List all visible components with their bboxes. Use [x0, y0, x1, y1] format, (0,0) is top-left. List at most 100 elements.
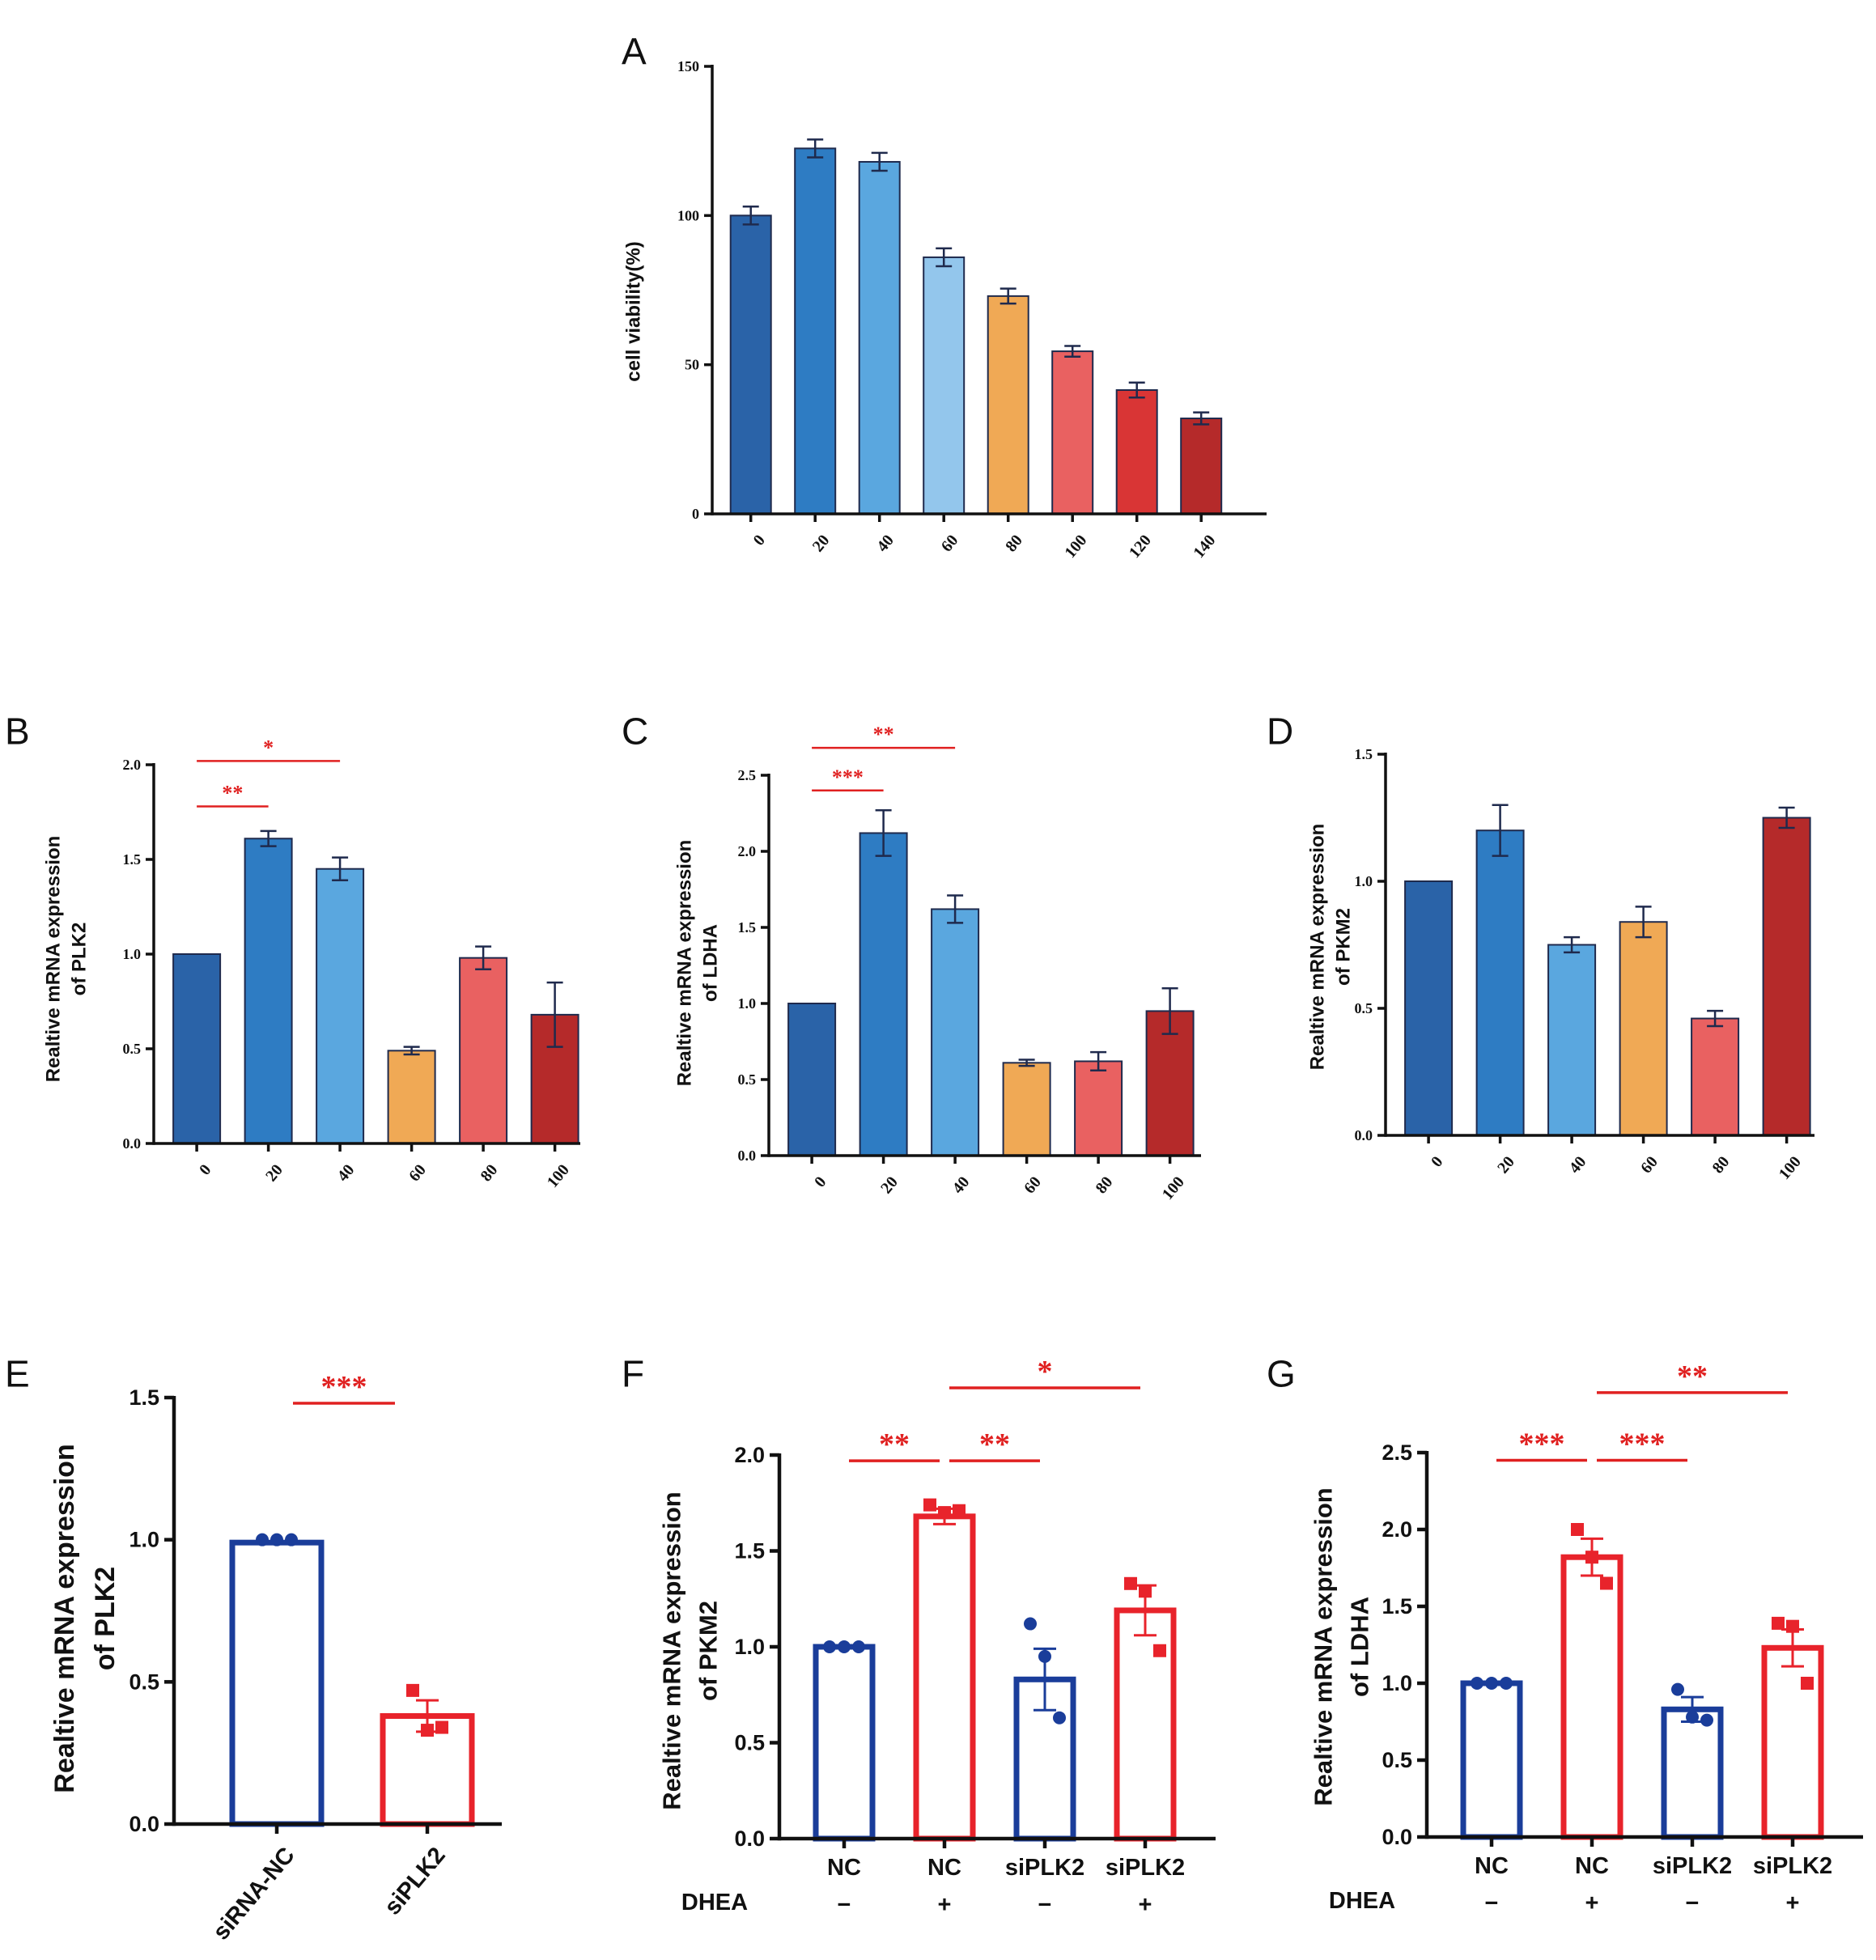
x-tick-label: 60	[405, 1161, 430, 1185]
panel-label: D	[1267, 711, 1293, 753]
significance-label: **	[979, 1428, 1010, 1462]
dhea-sign: +	[1139, 1892, 1152, 1918]
y-tick-label: 1.5	[738, 919, 757, 935]
data-point	[270, 1533, 283, 1546]
bar	[1761, 1644, 1824, 1840]
bar	[1619, 921, 1668, 1136]
dhea-sign: −	[1686, 1890, 1700, 1916]
y-tick-label: 0	[692, 506, 699, 522]
x-tick-label: 20	[1494, 1153, 1518, 1177]
significance-label: *	[1038, 1355, 1053, 1389]
data-point	[1801, 1677, 1814, 1690]
dhea-sign: −	[1485, 1890, 1499, 1916]
dhea-sign: +	[1585, 1890, 1599, 1916]
dhea-sign: +	[938, 1892, 952, 1918]
x-tick-label: 40	[949, 1173, 974, 1197]
panel-label: E	[5, 1353, 30, 1395]
x-tick-label: 80	[1002, 532, 1026, 555]
significance-label: ***	[1519, 1428, 1565, 1462]
x-tick-label: 80	[477, 1161, 502, 1185]
panel-label: A	[622, 31, 647, 73]
dhea-sign: +	[1786, 1890, 1800, 1916]
bar	[459, 957, 508, 1145]
bar	[1460, 1680, 1523, 1840]
bar	[1051, 350, 1094, 515]
y-tick-label: 0.5	[738, 1071, 757, 1088]
y-tick-label: 0.5	[1355, 1000, 1373, 1016]
x-tick-label: 20	[809, 532, 834, 555]
x-tick-label: 0	[750, 532, 769, 549]
bar	[729, 214, 772, 515]
bar	[923, 256, 966, 515]
y-tick-label: 1.0	[734, 1635, 765, 1659]
bar	[1661, 1706, 1724, 1840]
x-tick-label: 40	[1566, 1153, 1590, 1177]
y-tick-label: 0.0	[738, 1148, 757, 1164]
y-axis-label: Realtive mRNA expression	[49, 1444, 80, 1792]
x-tick-label: 0	[811, 1173, 830, 1191]
y-tick-label: 100	[677, 207, 699, 223]
panel-g: G 0.0 0.5 1.0 1.5 2.0 2.5 NC NC siPLK2 siPLK2 DHEA −…	[1267, 1353, 1863, 1916]
bar	[1404, 880, 1454, 1136]
panel-label: F	[622, 1353, 644, 1395]
x-tick-label: siPLK2	[1653, 1853, 1732, 1879]
significance-label: *	[263, 736, 274, 759]
data-point	[1471, 1677, 1483, 1690]
y-tick-label: 0.5	[734, 1731, 765, 1755]
x-tick-label: 40	[873, 532, 898, 555]
y-tick-label: 1.0	[738, 995, 757, 1012]
x-tick-label: 40	[334, 1161, 359, 1185]
data-point	[1571, 1523, 1584, 1536]
data-point	[1124, 1576, 1137, 1590]
panel-e: E 0.0 0.5 1.0 1.5 siRNA-NC siPLK2 Realtive mRNA…	[5, 1353, 502, 1945]
x-tick-label: NC	[1575, 1853, 1609, 1879]
panel-label: C	[622, 711, 648, 753]
y-tick-label: 2.0	[738, 843, 757, 859]
x-tick-label: 60	[1021, 1173, 1045, 1197]
x-tick-label: siPLK2	[1106, 1855, 1185, 1881]
panel-c: C 0.0 0.5 1.0 1.5 2.0 2.5 0 20 40 60 80 100 Realtive …	[622, 711, 1201, 1203]
data-point	[838, 1640, 851, 1653]
x-tick-label: 120	[1126, 532, 1155, 562]
x-tick-label: siRNA-NC	[208, 1843, 300, 1945]
panel-f: F 0.0 0.5 1.0 1.5 2.0 NC NC siPLK2 siPLK2 DHEA − + − +…	[622, 1353, 1216, 1918]
y-axis-label: of PLK2	[69, 923, 91, 996]
bar	[244, 838, 293, 1144]
x-tick-label: 60	[938, 532, 962, 555]
y-axis-label: of LDHA	[700, 924, 722, 1002]
x-tick-label: NC	[927, 1855, 961, 1881]
x-tick-label: 20	[877, 1173, 902, 1197]
y-tick-label: 1.5	[1355, 746, 1373, 762]
bar	[987, 295, 1029, 515]
data-point	[852, 1640, 865, 1653]
y-tick-label: 0.0	[123, 1135, 142, 1152]
x-tick-label: 100	[1061, 532, 1090, 562]
x-tick-label: NC	[827, 1855, 861, 1881]
data-point	[1500, 1677, 1513, 1690]
significance-label: ***	[1619, 1428, 1666, 1462]
significance-label: **	[222, 781, 243, 804]
x-tick-label: 100	[544, 1161, 573, 1191]
x-tick-label: 0	[1428, 1153, 1446, 1171]
y-tick-label: 0.0	[1355, 1127, 1373, 1143]
panel-label: B	[5, 711, 30, 753]
panel-b: B 0.0 0.5 1.0 1.5 2.0 0 20 40 60 80 100 Realtive mRN…	[5, 711, 580, 1191]
data-point	[1053, 1711, 1066, 1725]
bar	[1145, 1010, 1195, 1157]
y-axis-label: Realtive mRNA expression	[658, 1491, 686, 1809]
y-tick-label: 1.0	[1355, 873, 1373, 889]
data-point	[1038, 1649, 1051, 1663]
significance-label: **	[1677, 1360, 1708, 1394]
y-tick-label: 2.5	[1382, 1440, 1412, 1465]
y-tick-label: 1.0	[123, 946, 142, 962]
bar	[1074, 1060, 1123, 1156]
y-tick-label: 0.5	[1382, 1748, 1412, 1772]
bar	[913, 1513, 976, 1842]
data-point	[1139, 1585, 1152, 1598]
y-tick-label: 1.5	[1382, 1594, 1412, 1618]
bar	[1180, 418, 1223, 515]
y-tick-label: 0.0	[129, 1812, 159, 1836]
bar	[229, 1539, 325, 1827]
y-axis-label: Realtive mRNA expression	[1307, 824, 1329, 1071]
